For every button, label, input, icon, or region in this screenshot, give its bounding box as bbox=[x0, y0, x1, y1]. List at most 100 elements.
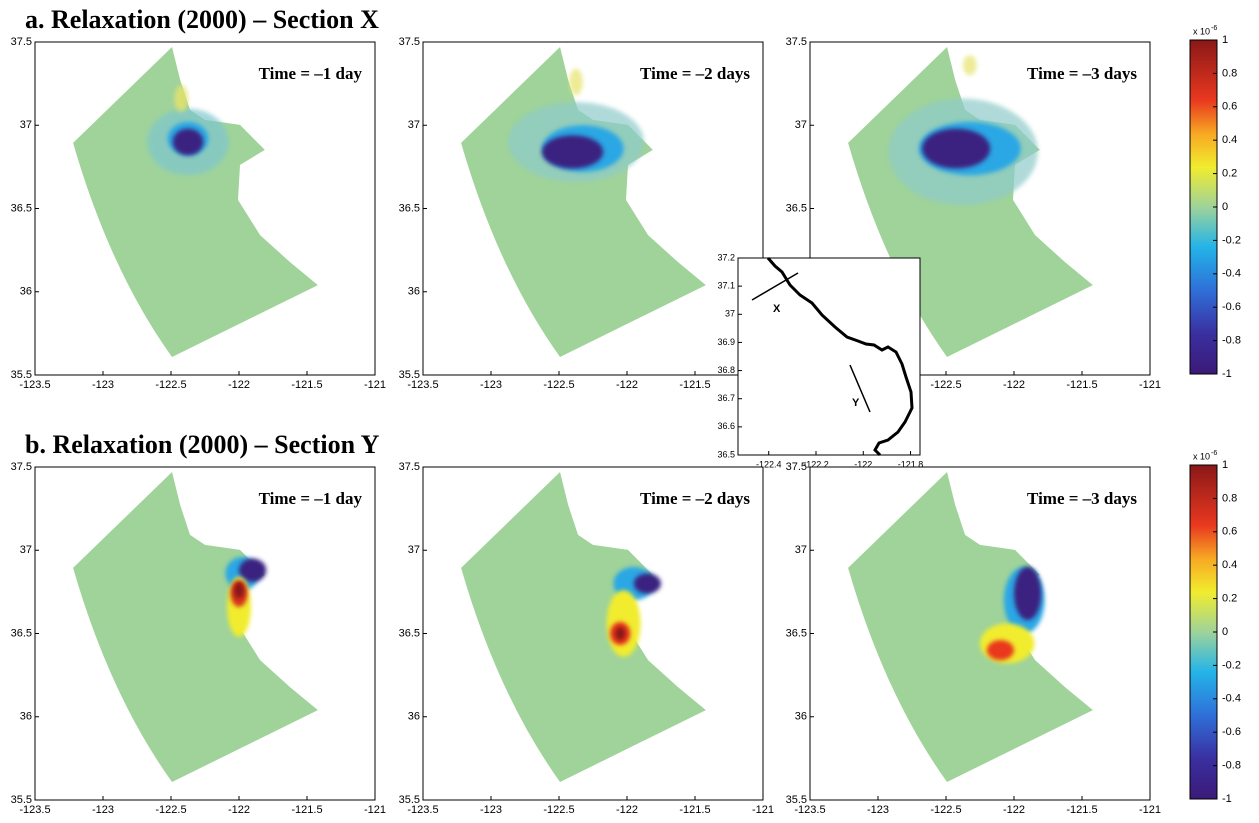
y-tick-label: 36.5 bbox=[11, 202, 32, 214]
x-tick-label: -121.8 bbox=[898, 459, 924, 469]
x-tick-label: -121 bbox=[1139, 804, 1161, 816]
colorbar-tick-label: -0.2 bbox=[1222, 659, 1241, 671]
inset-map: X Y -122.4 -122.2 -122 -121.8 36.5 36.6 36.7 36.8… bbox=[717, 252, 923, 469]
section-title: b. Relaxation (2000) – Section Y bbox=[25, 430, 380, 459]
x-tick-label: -121 bbox=[1139, 379, 1161, 391]
x-tick-label: -122.5 bbox=[930, 804, 961, 816]
sensitivity-blob bbox=[172, 128, 204, 156]
panel-label: Time = –3 days bbox=[1027, 64, 1137, 83]
y-tick-label: 37.5 bbox=[786, 461, 807, 473]
y-tick-label: 36.5 bbox=[786, 202, 807, 214]
x-tick-label: -122.5 bbox=[155, 379, 186, 391]
section-label: Y bbox=[852, 397, 860, 409]
sensitivity-blob bbox=[569, 68, 583, 96]
colorbar-tick-label: -0.8 bbox=[1222, 335, 1241, 347]
y-tick-label: 35.5 bbox=[399, 794, 420, 806]
y-tick-label: 36.7 bbox=[717, 393, 735, 403]
x-tick-label: -123 bbox=[92, 804, 114, 816]
y-tick-label: 37.5 bbox=[11, 461, 32, 473]
colorbar-tick-label: 0.2 bbox=[1222, 593, 1237, 605]
x-tick-label: -123 bbox=[480, 804, 502, 816]
x-tick-label: -122.5 bbox=[543, 804, 574, 816]
x-tick-label: -122.2 bbox=[803, 459, 829, 469]
inset-frame bbox=[737, 257, 921, 456]
map-panel: -123.5-123-122.5-122-121.5-12135.53636.5… bbox=[399, 36, 774, 391]
sensitivity-blob bbox=[963, 55, 977, 76]
map-panel: -123.5-123-122.5-122-121.5-12135.53636.5… bbox=[11, 461, 386, 816]
section-title: a. Relaxation (2000) – Section X bbox=[25, 5, 379, 34]
y-tick-label: 37 bbox=[20, 119, 32, 131]
y-tick-label: 36.6 bbox=[717, 421, 735, 431]
x-tick-label: -121 bbox=[364, 804, 386, 816]
x-tick-label: -121.5 bbox=[1066, 804, 1097, 816]
y-tick-label: 37 bbox=[20, 544, 32, 556]
sensitivity-blob bbox=[922, 128, 991, 169]
y-tick-label: 36.9 bbox=[717, 337, 735, 347]
y-tick-label: 36 bbox=[408, 711, 420, 723]
y-tick-label: 36.5 bbox=[11, 627, 32, 639]
y-tick-label: 36 bbox=[795, 711, 807, 723]
x-tick-label: -122.5 bbox=[543, 379, 574, 391]
panel-label: Time = –2 days bbox=[640, 64, 750, 83]
colorbar-scale: x 10 bbox=[1193, 26, 1210, 36]
colorbar-tick-label: -0.6 bbox=[1222, 301, 1241, 313]
x-tick-label: -122.5 bbox=[155, 804, 186, 816]
coastline bbox=[766, 257, 914, 457]
y-tick-label: 35.5 bbox=[786, 794, 807, 806]
colorbar bbox=[1189, 464, 1218, 800]
x-tick-label: -122 bbox=[854, 459, 872, 469]
colorbar-tick-label: 0.6 bbox=[1222, 526, 1237, 538]
x-tick-label: -123.5 bbox=[19, 379, 50, 391]
y-tick-label: 36.8 bbox=[717, 365, 735, 375]
model-domain bbox=[848, 471, 1093, 783]
x-tick-label: -121 bbox=[752, 804, 774, 816]
x-tick-label: -122.5 bbox=[930, 379, 961, 391]
y-tick-label: 36.5 bbox=[399, 627, 420, 639]
x-tick-label: -123.5 bbox=[407, 804, 438, 816]
x-tick-label: -122 bbox=[616, 379, 638, 391]
x-tick-label: -121.5 bbox=[1066, 379, 1097, 391]
colorbar-tick-label: -0.6 bbox=[1222, 726, 1241, 738]
colorbar-tick-label: 1 bbox=[1222, 459, 1228, 471]
colorbar-tick-label: -0.8 bbox=[1222, 760, 1241, 772]
x-tick-label: -122 bbox=[616, 804, 638, 816]
y-tick-label: 35.5 bbox=[11, 794, 32, 806]
y-tick-label: 35.5 bbox=[399, 369, 420, 381]
y-tick-label: 37.5 bbox=[399, 461, 420, 473]
y-tick-label: 36.5 bbox=[786, 627, 807, 639]
colorbar-scale: x 10 bbox=[1193, 451, 1210, 461]
y-tick-label: 36 bbox=[20, 286, 32, 298]
y-tick-label: 37.5 bbox=[786, 36, 807, 48]
x-tick-label: -121 bbox=[364, 379, 386, 391]
colorbar-tick-label: 0.2 bbox=[1222, 168, 1237, 180]
y-tick-label: 36 bbox=[20, 711, 32, 723]
colorbar-tick-label: 0.8 bbox=[1222, 492, 1237, 504]
model-domain bbox=[461, 471, 706, 783]
sensitivity-blob bbox=[633, 573, 662, 594]
panel-label: Time = –1 day bbox=[259, 64, 363, 83]
panel-label: Time = –3 days bbox=[1027, 489, 1137, 508]
panel-label: Time = –2 days bbox=[640, 489, 750, 508]
x-tick-label: -123.5 bbox=[19, 804, 50, 816]
map-panel: -123.5-123-122.5-122-121.5-12135.53636.5… bbox=[786, 461, 1161, 816]
x-tick-label: -122 bbox=[1003, 379, 1025, 391]
sensitivity-blob bbox=[615, 626, 626, 641]
sensitivity-blob bbox=[239, 558, 267, 582]
section-label: X bbox=[773, 303, 781, 315]
colorbar-tick-label: 0.6 bbox=[1222, 101, 1237, 113]
x-tick-label: -121.5 bbox=[291, 379, 322, 391]
x-tick-label: -123 bbox=[480, 379, 502, 391]
colorbar-exponent: -6 bbox=[1211, 450, 1217, 457]
y-tick-label: 35.5 bbox=[11, 369, 32, 381]
x-tick-label: -122 bbox=[228, 379, 250, 391]
y-tick-label: 37.1 bbox=[717, 281, 735, 291]
colorbar-tick-label: -0.2 bbox=[1222, 234, 1241, 246]
x-tick-label: -121.5 bbox=[679, 804, 710, 816]
y-tick-label: 37 bbox=[795, 544, 807, 556]
colorbar-tick-label: 0 bbox=[1222, 626, 1228, 638]
y-tick-label: 37 bbox=[795, 119, 807, 131]
y-tick-label: 37 bbox=[408, 544, 420, 556]
model-domain bbox=[73, 471, 318, 783]
colorbar-tick-label: 1 bbox=[1222, 34, 1228, 46]
